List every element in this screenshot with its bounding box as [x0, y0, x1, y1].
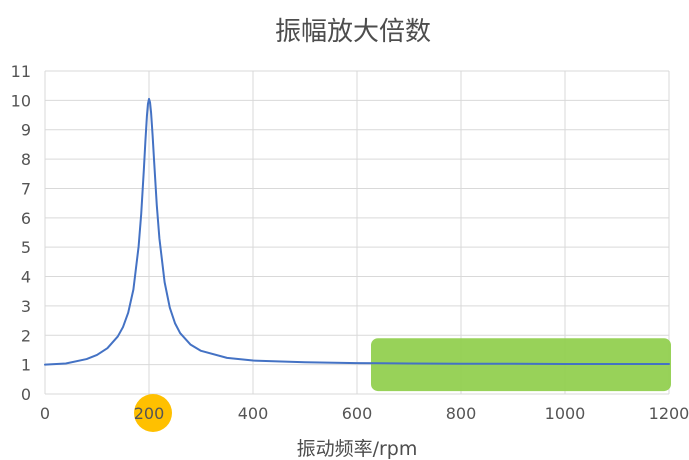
y-tick-label: 1	[21, 356, 31, 375]
x-tick-label: 1000	[545, 404, 586, 423]
y-tick-label: 11	[11, 62, 31, 81]
y-tick-label: 0	[21, 385, 31, 404]
highlight-layer	[134, 338, 671, 432]
y-tick-label: 4	[21, 268, 31, 287]
series-layer	[44, 97, 670, 366]
x-axis-title: 振动频率/rpm	[297, 438, 418, 460]
x-tick-label: 0	[40, 404, 50, 423]
y-tick-label: 8	[21, 150, 31, 169]
y-tick-label: 7	[21, 179, 31, 198]
y-tick-label: 9	[21, 121, 31, 140]
x-tick-label: 400	[238, 404, 269, 423]
highlight-tick-circle	[134, 394, 172, 432]
x-tick-label: 1200	[649, 404, 689, 423]
y-tick-label: 2	[21, 326, 31, 345]
tick-labels: 0 1 2 3 4 5 6 7 8 9 10 11 0 200 400 600 800 1000 1200	[11, 62, 689, 423]
x-tick-label: 800	[446, 404, 477, 423]
x-tick-label: 600	[342, 404, 373, 423]
y-tick-label: 10	[11, 91, 31, 110]
chart-title: 振幅放大倍数	[275, 17, 431, 47]
y-tick-label: 6	[21, 209, 31, 228]
series-line	[44, 97, 670, 366]
x-tick-label: 200	[134, 404, 165, 423]
y-tick-label: 5	[21, 238, 31, 257]
y-tick-label: 3	[21, 297, 31, 316]
